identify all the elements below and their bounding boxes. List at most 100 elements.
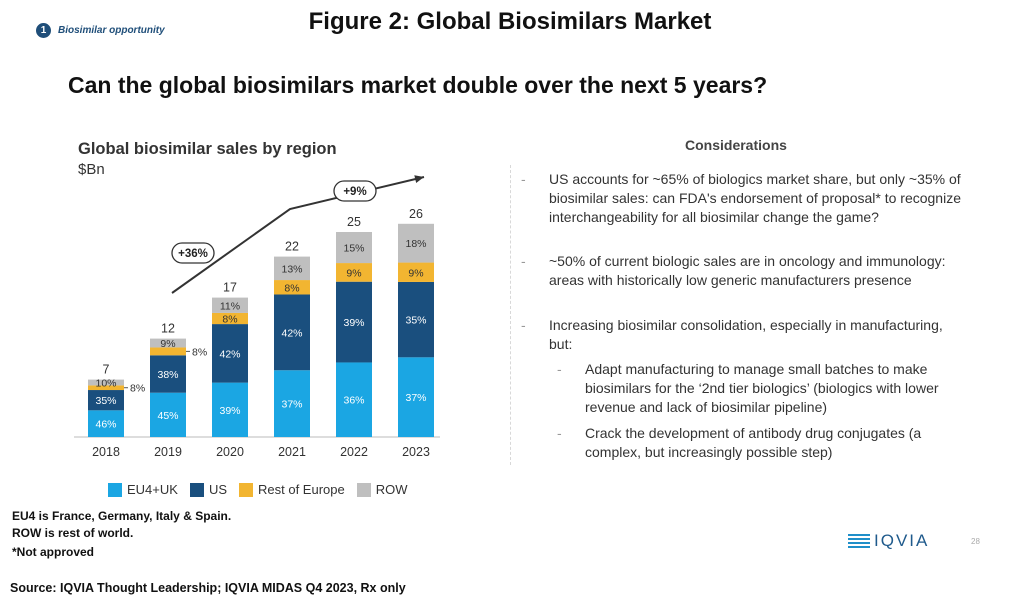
bullet-dash: - xyxy=(557,425,562,441)
bar-segment xyxy=(88,385,124,391)
column-divider xyxy=(510,165,511,465)
legend-label-us: US xyxy=(208,482,228,497)
chart-subtitle: $Bn xyxy=(78,161,105,178)
data-label: 11% xyxy=(220,300,240,312)
section-number: 1 xyxy=(36,23,51,38)
consideration-item: - Increasing biosimilar consolidation, e… xyxy=(521,316,949,354)
data-label: 39% xyxy=(343,317,364,329)
consideration-text: Increasing biosimilar consolidation, esp… xyxy=(549,317,943,352)
section-label: Biosimilar opportunity xyxy=(58,25,165,36)
bar-segment xyxy=(274,370,310,437)
total-label: 22 xyxy=(285,240,299,254)
legend-label-eu4uk: EU4+UK xyxy=(127,482,178,497)
data-label: 35% xyxy=(95,395,116,407)
bar-segment xyxy=(398,262,434,282)
section-badge: 1 Biosimilar opportunity xyxy=(36,23,165,38)
bar-segment xyxy=(336,263,372,282)
bar-segment xyxy=(336,362,372,437)
data-label: 36% xyxy=(343,395,364,407)
data-label: 38% xyxy=(157,369,178,381)
bullet-dash: - xyxy=(557,361,562,377)
legend-item-eu4uk: EU4+UK xyxy=(108,482,178,497)
bar-segment xyxy=(150,392,186,437)
data-label: 35% xyxy=(405,315,426,327)
total-label: 26 xyxy=(409,207,423,221)
legend-label-rest-of-europe: Rest of Europe xyxy=(258,482,345,497)
data-label: 37% xyxy=(281,399,302,411)
data-label: 8% xyxy=(222,314,237,326)
legend-swatch-row xyxy=(356,482,371,497)
footnotes: EU4 is France, Germany, Italy & Spain. R… xyxy=(12,508,231,542)
bar-segment xyxy=(150,338,186,348)
bar-segment xyxy=(398,357,434,437)
x-tick-label: 2018 xyxy=(92,445,120,459)
consideration-item: - US accounts for ~65% of biologics mark… xyxy=(521,170,979,227)
figure-title: Figure 2: Global Biosimilars Market xyxy=(308,8,712,35)
legend-item-us: US xyxy=(189,482,228,497)
consideration-text: US accounts for ~65% of biologics market… xyxy=(549,171,961,225)
x-tick-label: 2022 xyxy=(340,445,368,459)
data-label: 39% xyxy=(219,405,240,417)
bar-segment xyxy=(88,390,124,411)
data-label: 46% xyxy=(95,419,116,431)
legend-item-row: ROW xyxy=(356,482,408,497)
iqvia-logo: IQVIA xyxy=(848,531,929,551)
consideration-text: ~50% of current biologic sales are in on… xyxy=(549,253,946,288)
growth-annotation-bubble xyxy=(171,242,215,264)
data-label: 18% xyxy=(405,238,426,250)
total-label: 25 xyxy=(347,215,361,229)
data-label: 9% xyxy=(346,267,361,279)
bullet-dash: - xyxy=(521,253,526,269)
x-tick-label: 2021 xyxy=(278,445,306,459)
data-label: 8% xyxy=(284,282,299,294)
data-label: 10% xyxy=(95,377,116,389)
data-label: 13% xyxy=(281,263,302,275)
headline: Can the global biosimilars market double… xyxy=(68,72,768,98)
data-label: 42% xyxy=(219,348,240,360)
bar-segment xyxy=(212,297,248,313)
x-tick-label: 2023 xyxy=(402,445,430,459)
growth-trend-line xyxy=(171,176,425,294)
stacked-bar-chart: 46% 35% 8% 10%7 2018 45% 38% 8% 9% 12 2019 39% 42% 8%… xyxy=(74,175,440,459)
consideration-subitem: - Adapt manufacturing to manage small ba… xyxy=(557,360,965,417)
bar-segment xyxy=(274,294,310,371)
bar-segment xyxy=(150,355,186,393)
bullet-dash: - xyxy=(521,171,526,187)
bar-segment xyxy=(398,281,434,358)
data-label: 45% xyxy=(157,410,178,422)
chart-title: Global biosimilar sales by region xyxy=(78,140,337,158)
data-label: 8% xyxy=(130,383,145,395)
consideration-subtext: Crack the development of antibody drug c… xyxy=(585,425,922,460)
consideration-subtext: Adapt manufacturing to manage small batc… xyxy=(585,361,939,415)
data-label: 9% xyxy=(408,267,423,279)
footnote-not-approved: *Not approved xyxy=(12,545,95,559)
legend-label-row: ROW xyxy=(375,482,408,497)
consideration-item: - ~50% of current biologic sales are in … xyxy=(521,252,949,290)
legend-item-rest-of-europe: Rest of Europe xyxy=(239,482,345,497)
total-label: 7 xyxy=(103,363,110,377)
bar-segment xyxy=(88,410,124,437)
bar-segment xyxy=(274,280,310,295)
legend-swatch-eu4uk xyxy=(108,482,122,497)
bar-segment xyxy=(150,347,186,356)
consideration-subitem: - Crack the development of antibody drug… xyxy=(557,424,965,462)
bar-segment xyxy=(212,312,248,325)
total-label: 17 xyxy=(223,281,237,295)
bar-segment xyxy=(398,223,434,263)
bar-segment xyxy=(212,324,248,383)
data-label: 37% xyxy=(405,392,426,404)
growth-arrow-head xyxy=(414,175,424,183)
x-tick-label: 2020 xyxy=(216,445,244,459)
growth-annotation-label: +36% xyxy=(178,248,208,260)
bar-segment xyxy=(336,281,372,363)
total-label: 12 xyxy=(161,322,175,336)
data-label: 15% xyxy=(343,243,364,255)
legend-swatch-us xyxy=(189,482,204,497)
growth-annotation-label: +9% xyxy=(343,186,366,198)
legend-swatch-rest-of-europe xyxy=(239,482,254,497)
bar-segment xyxy=(274,256,310,281)
logo-text: IQVIA xyxy=(874,531,930,550)
x-tick-label: 2019 xyxy=(154,445,182,459)
page-number: 28 xyxy=(971,537,980,546)
bar-segment xyxy=(212,382,248,437)
